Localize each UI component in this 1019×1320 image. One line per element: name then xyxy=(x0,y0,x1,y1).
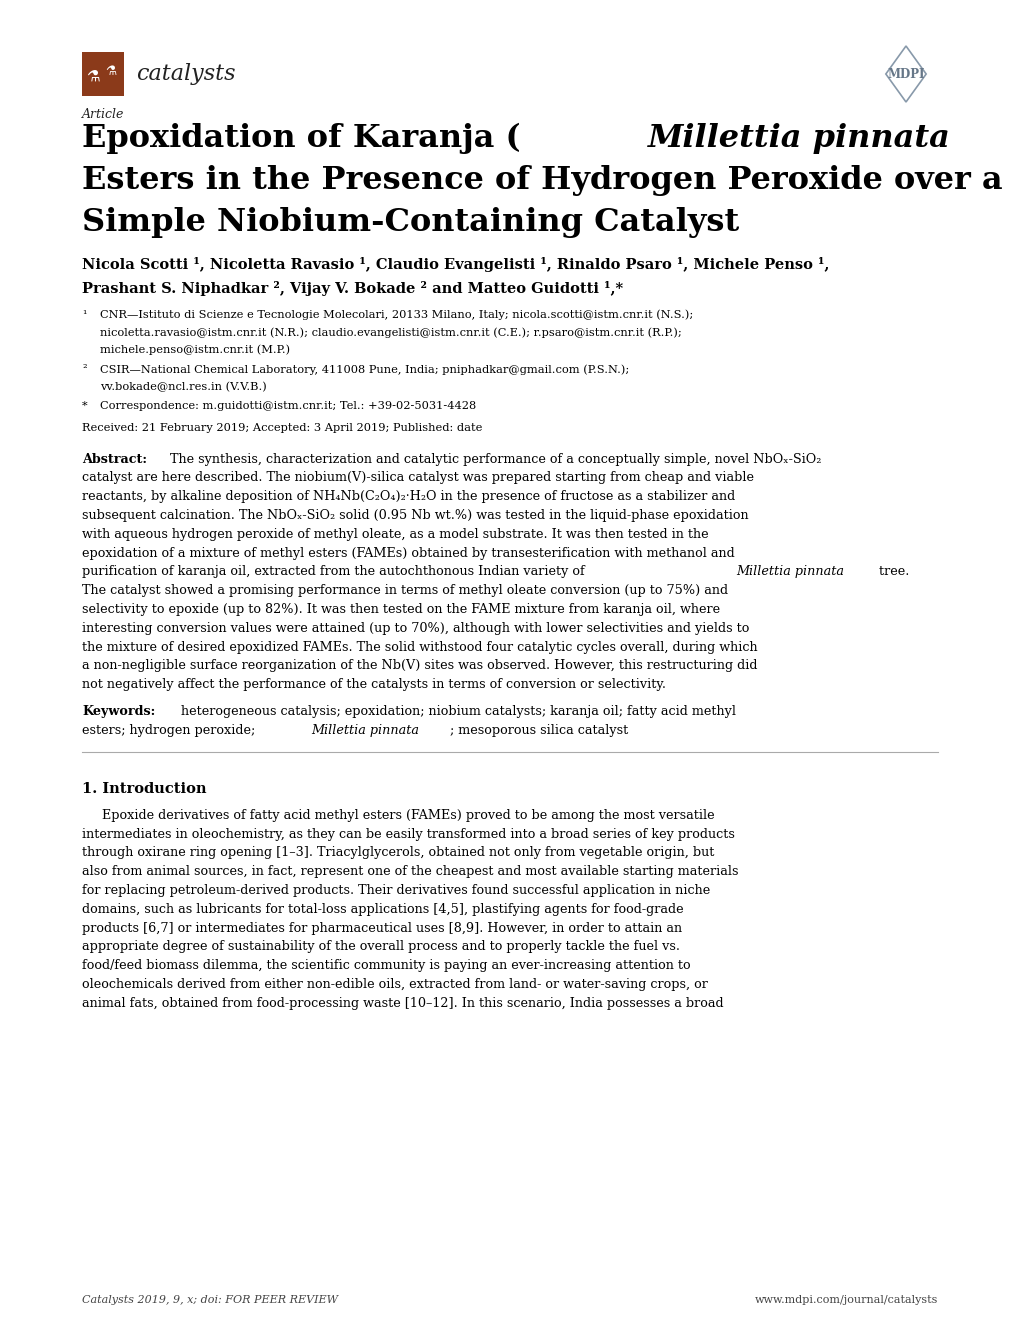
Text: Epoxidation of Karanja (: Epoxidation of Karanja ( xyxy=(82,123,520,154)
Text: ; mesoporous silica catalyst: ; mesoporous silica catalyst xyxy=(449,723,628,737)
Text: ⚗: ⚗ xyxy=(86,69,100,83)
Text: esters; hydrogen peroxide;: esters; hydrogen peroxide; xyxy=(82,723,259,737)
Text: MDPI: MDPI xyxy=(887,67,924,81)
Text: Simple Niobium-Containing Catalyst: Simple Niobium-Containing Catalyst xyxy=(82,207,739,238)
Text: CSIR—National Chemical Laboratory, 411008 Pune, India; pniphadkar@gmail.com (P.S: CSIR—National Chemical Laboratory, 41100… xyxy=(100,364,629,375)
Text: for replacing petroleum-derived products. Their derivatives found successful app: for replacing petroleum-derived products… xyxy=(82,884,709,896)
Text: tree.: tree. xyxy=(874,565,909,578)
Text: appropriate degree of sustainability of the overall process and to properly tack: appropriate degree of sustainability of … xyxy=(82,940,680,953)
Text: purification of karanja oil, extracted from the autochthonous Indian variety of: purification of karanja oil, extracted f… xyxy=(82,565,588,578)
Text: www.mdpi.com/journal/catalysts: www.mdpi.com/journal/catalysts xyxy=(754,1295,937,1305)
Text: also from animal sources, in fact, represent one of the cheapest and most availa: also from animal sources, in fact, repre… xyxy=(82,865,738,878)
Text: Received: 21 February 2019; Accepted: 3 April 2019; Published: date: Received: 21 February 2019; Accepted: 3 … xyxy=(82,422,482,433)
Text: *: * xyxy=(82,401,88,411)
Text: a non-negligible surface reorganization of the Nb(V) sites was observed. However: a non-negligible surface reorganization … xyxy=(82,659,757,672)
Text: vv.bokade@ncl.res.in (V.V.B.): vv.bokade@ncl.res.in (V.V.B.) xyxy=(100,381,267,392)
Bar xyxy=(82,51,124,96)
Text: domains, such as lubricants for total-loss applications [4,5], plastifying agent: domains, such as lubricants for total-lo… xyxy=(82,903,683,916)
Text: subsequent calcination. The NbOₓ-SiO₂ solid (0.95 Nb wt.%) was tested in the liq: subsequent calcination. The NbOₓ-SiO₂ so… xyxy=(82,510,748,521)
Text: Article: Article xyxy=(82,108,124,121)
Text: The catalyst showed a promising performance in terms of methyl oleate conversion: The catalyst showed a promising performa… xyxy=(82,585,728,597)
Text: Correspondence: m.guidotti@istm.cnr.it; Tel.: +39-02-5031-4428: Correspondence: m.guidotti@istm.cnr.it; … xyxy=(100,401,476,411)
Text: intermediates in oleochemistry, as they can be easily transformed into a broad s: intermediates in oleochemistry, as they … xyxy=(82,828,734,841)
Text: 1. Introduction: 1. Introduction xyxy=(82,781,206,796)
Text: oleochemicals derived from either non-edible oils, extracted from land- or water: oleochemicals derived from either non-ed… xyxy=(82,978,707,991)
Text: food/feed biomass dilemma, the scientific community is paying an ever-increasing: food/feed biomass dilemma, the scientifi… xyxy=(82,960,690,972)
Text: nicoletta.ravasio@istm.cnr.it (N.R.); claudio.evangelisti@istm.cnr.it (C.E.); r.: nicoletta.ravasio@istm.cnr.it (N.R.); cl… xyxy=(100,327,681,338)
Text: selectivity to epoxide (up to 82%). It was then tested on the FAME mixture from : selectivity to epoxide (up to 82%). It w… xyxy=(82,603,719,616)
Text: not negatively affect the performance of the catalysts in terms of conversion or: not negatively affect the performance of… xyxy=(82,678,665,692)
Text: The synthesis, characterization and catalytic performance of a conceptually simp: The synthesis, characterization and cata… xyxy=(166,453,820,466)
Text: interesting conversion values were attained (up to 70%), although with lower sel: interesting conversion values were attai… xyxy=(82,622,749,635)
Text: catalyst are here described. The niobium(V)-silica catalyst was prepared startin: catalyst are here described. The niobium… xyxy=(82,471,753,484)
Text: with aqueous hydrogen peroxide of methyl oleate, as a model substrate. It was th: with aqueous hydrogen peroxide of methyl… xyxy=(82,528,708,541)
Text: products [6,7] or intermediates for pharmaceutical uses [8,9]. However, in order: products [6,7] or intermediates for phar… xyxy=(82,921,682,935)
Text: Epoxide derivatives of fatty acid methyl esters (FAMEs) proved to be among the m: Epoxide derivatives of fatty acid methyl… xyxy=(82,809,714,822)
Text: reactants, by alkaline deposition of NH₄Nb(C₂O₄)₂·H₂O in the presence of fructos: reactants, by alkaline deposition of NH₄… xyxy=(82,490,735,503)
Text: ²: ² xyxy=(82,364,87,374)
Text: Esters in the Presence of Hydrogen Peroxide over a: Esters in the Presence of Hydrogen Perox… xyxy=(82,165,1002,195)
Text: animal fats, obtained from food-processing waste [10–12]. In this scenario, Indi: animal fats, obtained from food-processi… xyxy=(82,997,722,1010)
Text: Prashant S. Niphadkar ², Vijay V. Bokade ² and Matteo Guidotti ¹,*: Prashant S. Niphadkar ², Vijay V. Bokade… xyxy=(82,281,623,297)
Text: Keywords:: Keywords: xyxy=(82,705,155,718)
Text: epoxidation of a mixture of methyl esters (FAMEs) obtained by transesterificatio: epoxidation of a mixture of methyl ester… xyxy=(82,546,734,560)
Text: CNR—Istituto di Scienze e Tecnologie Molecolari, 20133 Milano, Italy; nicola.sco: CNR—Istituto di Scienze e Tecnologie Mol… xyxy=(100,309,693,319)
Text: ⚗: ⚗ xyxy=(105,66,116,78)
Text: michele.penso@istm.cnr.it (M.P.): michele.penso@istm.cnr.it (M.P.) xyxy=(100,345,289,355)
Text: Nicola Scotti ¹, Nicoletta Ravasio ¹, Claudio Evangelisti ¹, Rinaldo Psaro ¹, Mi: Nicola Scotti ¹, Nicoletta Ravasio ¹, Cl… xyxy=(82,257,828,272)
Text: through oxirane ring opening [1–3]. Triacylglycerols, obtained not only from veg: through oxirane ring opening [1–3]. Tria… xyxy=(82,846,713,859)
Text: Millettia pinnata: Millettia pinnata xyxy=(647,123,950,154)
Text: Millettia pinnata: Millettia pinnata xyxy=(735,565,843,578)
Text: Abstract:: Abstract: xyxy=(82,453,147,466)
Text: ¹: ¹ xyxy=(82,309,87,319)
Text: Catalysts 2019, 9, x; doi: FOR PEER REVIEW: Catalysts 2019, 9, x; doi: FOR PEER REVI… xyxy=(82,1295,337,1305)
Text: catalysts: catalysts xyxy=(136,63,235,84)
Text: the mixture of desired epoxidized FAMEs. The solid withstood four catalytic cycl: the mixture of desired epoxidized FAMEs.… xyxy=(82,640,757,653)
Text: Millettia pinnata: Millettia pinnata xyxy=(311,723,418,737)
Text: heterogeneous catalysis; epoxidation; niobium catalysts; karanja oil; fatty acid: heterogeneous catalysis; epoxidation; ni… xyxy=(176,705,735,718)
